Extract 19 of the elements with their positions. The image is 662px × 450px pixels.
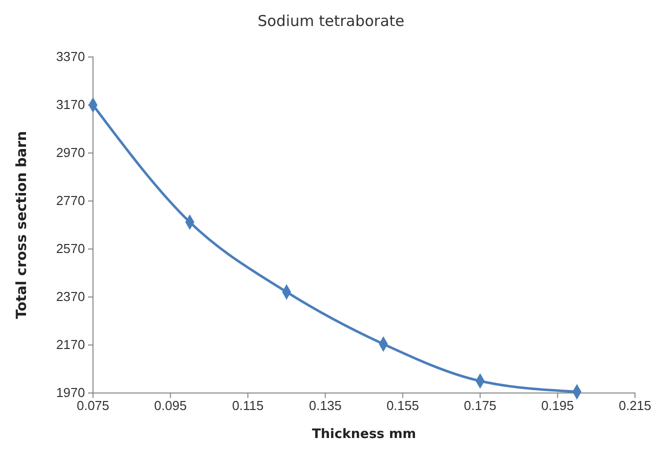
x-tick-label: 0.175 [464, 398, 496, 414]
y-tick-label: 2970 [56, 145, 85, 160]
y-tick-label: 2170 [56, 337, 85, 352]
x-axis-title: Thickness mm [312, 427, 416, 442]
x-tick-label: 0.215 [618, 398, 652, 414]
x-tick-label: 0.195 [541, 398, 574, 414]
y-tick-label: 1970 [56, 385, 85, 400]
x-tick-label: 0.135 [309, 398, 342, 414]
x-tick-label: 0.115 [232, 398, 264, 414]
x-tick-label: 0.155 [386, 398, 419, 414]
y-tick-label: 3170 [56, 97, 85, 112]
chart-title: Sodium tetraborate [258, 12, 404, 30]
y-tick-label: 2370 [56, 289, 85, 304]
y-tick-label: 2570 [56, 241, 85, 256]
y-tick-label: 3370 [56, 49, 85, 64]
y-tick-label: 2770 [56, 193, 85, 208]
y-axis-title: Total cross section barn [14, 131, 30, 319]
x-tick-label: 0.095 [154, 398, 187, 414]
x-tick-label: 0.075 [76, 398, 110, 414]
